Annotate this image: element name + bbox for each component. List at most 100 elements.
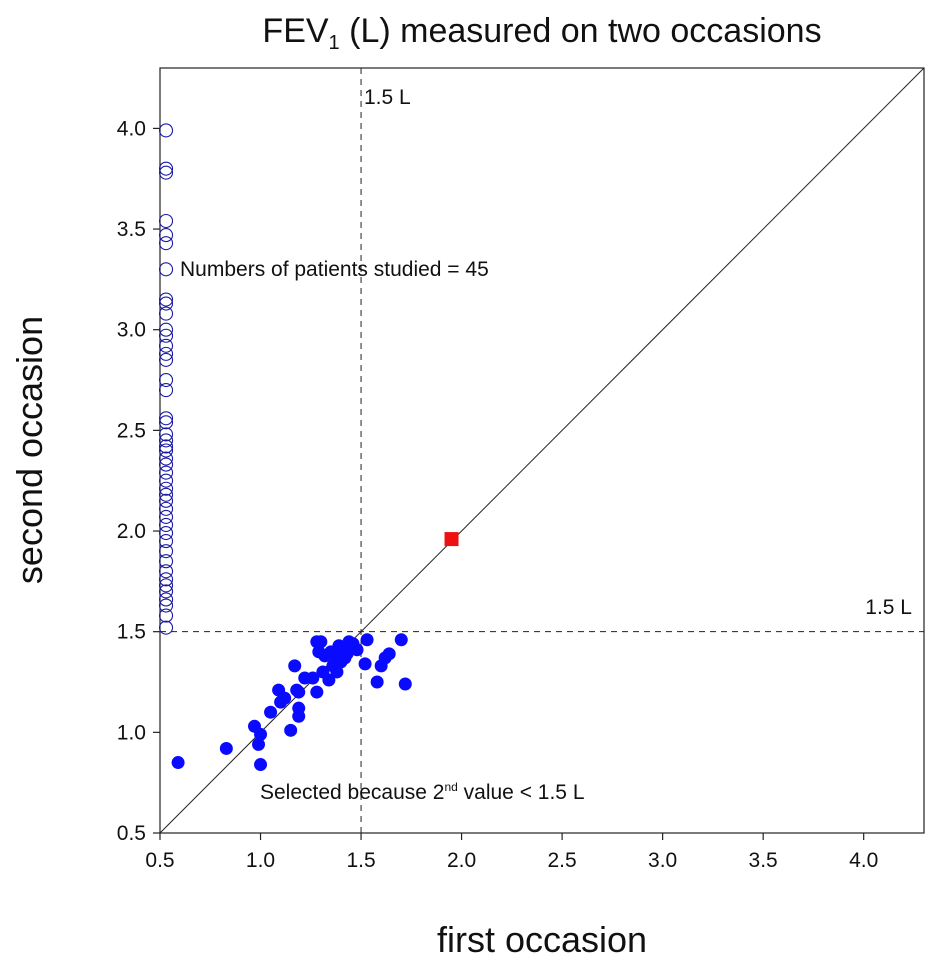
open-circle-point [158,620,174,635]
y-tick-label: 3.5 [117,218,146,241]
filled-circle-point [306,671,320,685]
selected-pre: Selected because 2 [260,781,444,804]
open-circle-point [158,415,174,430]
x-tick-label: 2.0 [447,849,476,872]
open-circle-point [158,292,174,307]
open-circle-point [158,328,174,343]
title-fev: FEV [262,12,328,50]
x-tick-label: 3.5 [749,849,778,872]
filled-circle-point [292,701,306,715]
filled-circle-point [358,657,372,671]
filled-circle-point [394,633,408,647]
filled-circle-point [254,758,268,772]
open-circle-point [158,608,174,623]
filled-circle-point [330,665,344,679]
open-circle-point [158,578,174,593]
open-circle-point [158,352,174,367]
open-circle-point [158,372,174,388]
open-circle-point [158,509,174,524]
filled-circle-point [360,633,374,647]
open-circle-point [158,346,174,361]
filled-circle-point [171,756,185,770]
open-circle-point [158,544,174,559]
open-circle-point [158,306,174,321]
open-circle-point [158,213,174,229]
filled-circle-point [254,727,268,741]
open-circle-point [158,296,174,311]
open-circle-point [158,501,174,516]
open-circle-point [158,592,174,607]
data-points [158,123,459,772]
x-axis-label: first occasion [437,919,647,960]
open-circle-point [158,554,174,569]
filled-circle-point [252,737,266,751]
x-tick-label: 0.5 [145,849,174,872]
open-circle-point [158,228,174,243]
identity-line [159,67,925,834]
selected-post: value < 1.5 L [458,781,585,804]
title-rest: (L) measured on two occasions [340,12,822,50]
y-tick-label: 4.0 [117,117,146,140]
open-circle-point [158,236,174,251]
y-axis-label: second occasion [9,316,50,584]
filled-circle-point [264,705,278,719]
filled-circle-point [398,677,412,691]
open-circle-point [158,161,174,176]
selected-sup: nd [444,780,457,794]
open-circle-point [158,262,174,277]
x-tick-label: 2.5 [548,849,577,872]
y-tick-label: 1.5 [117,621,146,644]
reference-lines [159,67,925,834]
open-circle-point [158,457,174,472]
y-tick-label: 2.5 [117,419,146,442]
filled-circle-point [278,691,292,705]
filled-circle-point [310,685,324,699]
open-circle-point [158,123,174,138]
x-tick-label: 1.0 [246,849,275,872]
filled-circle-point [292,685,306,699]
filled-circle-point [340,647,354,661]
open-circle-point [158,493,174,508]
y-tick-label: 0.5 [117,822,146,845]
open-circle-point [158,427,174,442]
hline-label: 1.5 L [865,596,912,619]
open-circle-point [158,433,174,448]
x-tick-label: 3.0 [648,849,677,872]
filled-circle-point [284,723,298,737]
open-circle-point [158,411,174,426]
filled-circle-point [350,643,364,657]
filled-circle-point [314,635,328,649]
highlight-square-point [444,532,459,547]
filled-circle-point [370,675,384,689]
filled-circle-point [322,673,336,687]
open-circle-point [158,322,174,337]
y-tick-label: 2.0 [117,520,146,543]
open-circle-point [158,572,174,587]
filled-circle-point [288,659,302,673]
vline-label: 1.5 L [364,86,411,109]
open-circle-point [158,584,174,599]
x-tick-label: 4.0 [849,849,878,872]
open-circle-point [158,517,174,533]
open-circle-point [158,451,174,466]
chart-title: FEV1 (L) measured on two occasions [262,12,821,54]
open-circle-point [158,439,174,454]
open-circle-point [158,525,174,541]
filled-circle-point [219,741,233,755]
axis-ticks: 0.5 1.0 1.5 2.0 2.5 3.0 3.5 4.0 0.5 1.0 1.5 2.0 2.5 3… [117,117,878,872]
open-circle-point [158,165,174,180]
open-circle-point [158,534,174,549]
y-tick-label: 1.0 [117,721,146,744]
open-circle-point [158,598,174,613]
open-circle-point [158,473,174,488]
open-circle-point [158,481,174,496]
open-circle-point [158,338,174,353]
open-circle-point [158,443,174,458]
x-tick-label: 1.5 [346,849,375,872]
open-circle-point [158,487,174,502]
open-circle-point [158,564,174,579]
patients-annotation: Numbers of patients studied = 45 [180,258,489,281]
filled-circle-point [382,647,396,661]
open-circle-point [158,383,174,398]
selected-annotation: Selected because 2nd value < 1.5 L [260,780,585,804]
